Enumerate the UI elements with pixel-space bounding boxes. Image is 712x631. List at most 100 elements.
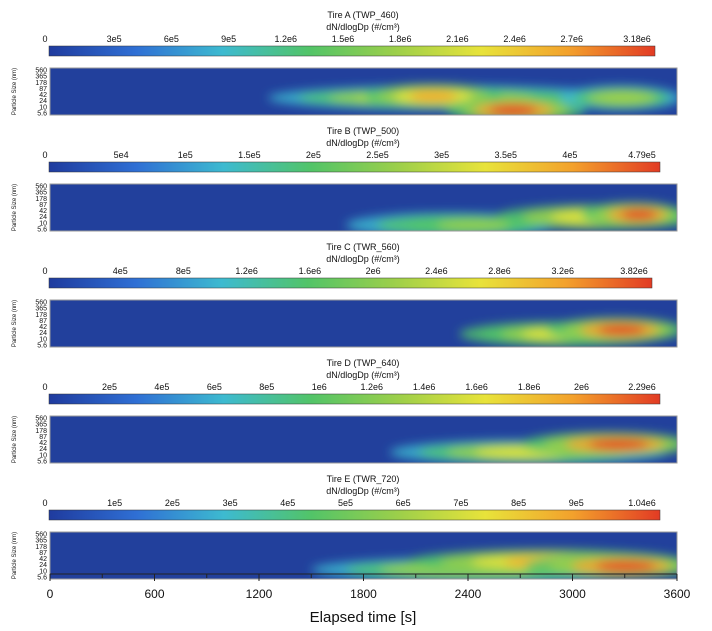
size-tick-label: 87	[39, 434, 47, 441]
colorbar-tick-label: 5e4	[114, 150, 129, 160]
colorbar-tick-label: 8e5	[259, 382, 274, 392]
colorbar-tick-label: 5e5	[338, 498, 353, 508]
heatmap-field	[346, 202, 677, 231]
size-tick-label: 560	[35, 532, 47, 539]
colorbar-tick-label: 4e5	[113, 266, 128, 276]
heatmap-frame	[49, 183, 678, 232]
size-tick-label: 10	[39, 104, 47, 111]
size-tick-label: 87	[39, 86, 47, 93]
heatmap-frame	[49, 415, 678, 464]
size-tick-label: 42	[39, 324, 47, 331]
size-tick-label: 87	[39, 550, 47, 557]
colorbar-tick-label: 1.6e6	[465, 382, 488, 392]
size-tick-label: 10	[39, 220, 47, 227]
colorbar-tick-label: 3e5	[223, 498, 238, 508]
size-tick-label: 24	[39, 562, 47, 569]
heatmap-frame	[49, 67, 678, 116]
colorbar-tick-label: 0	[42, 382, 47, 392]
panel-b: Tire B (TWP_500) dN/dlogDp (#/cm³) 0 5e4 1e5…	[12, 126, 678, 234]
colorbar-tick-label: 1.04e6	[628, 498, 656, 508]
colorbar-tick-label: 3.2e6	[552, 266, 575, 276]
time-tick-label: 1800	[350, 587, 377, 601]
colorbar	[48, 161, 661, 173]
colorbar-tick-label: 3e5	[434, 150, 449, 160]
colorbar-tick-label: 1e5	[178, 150, 193, 160]
colorbar-tick-label: 4e5	[154, 382, 169, 392]
colorbar-tick-label: 2e5	[102, 382, 117, 392]
time-tick-label: 0	[47, 587, 54, 601]
size-axis-label: Particle Size (nm)	[12, 300, 18, 347]
heatmap-blob	[602, 92, 645, 104]
size-tick-label: 178	[35, 312, 47, 319]
colorbar-tick-label: 0	[42, 266, 47, 276]
panel-e: Tire E (TWR_720) dN/dlogDp (#/cm³) 0 1e5 2e5…	[12, 474, 678, 582]
colorbar-tick-label: 8e5	[176, 266, 191, 276]
size-tick-label: 24	[39, 214, 47, 221]
colorbar-tick-label: 2.29e6	[628, 382, 656, 392]
size-tick-label: 365	[35, 306, 47, 313]
size-tick-label: 365	[35, 538, 47, 545]
elapsed-time-axis: 0 600 1200 1800 2400 3000 3600 Elapsed time [s…	[47, 573, 691, 626]
colorbar-tick-label: 0	[42, 498, 47, 508]
heatmap-field	[459, 317, 677, 347]
colorbar-tick-label: 1.6e6	[299, 266, 322, 276]
heatmap-frame	[49, 299, 678, 348]
size-tick-label: 5.6	[37, 111, 47, 118]
size-tick-label: 560	[35, 300, 47, 307]
heatmap-blob	[408, 90, 458, 102]
panel-title: Tire A (TWP_460)	[327, 10, 398, 20]
size-tick-label: 560	[35, 68, 47, 75]
colorbar	[48, 45, 656, 57]
size-tick-label: 178	[35, 428, 47, 435]
colorbar-label: dN/dlogDp (#/cm³)	[326, 22, 400, 32]
colorbar-label: dN/dlogDp (#/cm³)	[326, 138, 400, 148]
size-axis-label: Particle Size (nm)	[12, 68, 18, 115]
heatmap-blob	[588, 438, 649, 450]
size-tick-label: 10	[39, 452, 47, 459]
size-tick-label: 24	[39, 98, 47, 105]
colorbar	[48, 393, 661, 405]
size-axis-label: Particle Size (nm)	[12, 184, 18, 231]
heatmap-blob	[595, 560, 657, 572]
size-tick-label: 560	[35, 416, 47, 423]
colorbar-tick-label: 8e5	[511, 498, 526, 508]
time-tick-label: 3000	[559, 587, 586, 601]
colorbar-tick-label: 3.18e6	[623, 34, 651, 44]
size-tick-label: 178	[35, 544, 47, 551]
colorbar-tick-label: 2.7e6	[561, 34, 584, 44]
size-tick-label: 42	[39, 556, 47, 563]
size-tick-label: 42	[39, 440, 47, 447]
colorbar-tick-label: 1.5e5	[238, 150, 261, 160]
colorbar-tick-label: 4e5	[562, 150, 577, 160]
heatmap-field	[267, 83, 677, 115]
colorbar-tick-label: 2e5	[165, 498, 180, 508]
size-tick-label: 5.6	[37, 227, 47, 234]
size-axis-label: Particle Size (nm)	[12, 532, 18, 579]
colorbar-tick-label: 2.4e6	[425, 266, 448, 276]
colorbar-tick-label: 9e5	[569, 498, 584, 508]
colorbar-tick-label: 4e5	[280, 498, 295, 508]
size-tick-label: 178	[35, 80, 47, 87]
size-tick-label: 365	[35, 190, 47, 197]
colorbar-tick-label: 1.8e6	[518, 382, 541, 392]
time-tick-label: 1200	[246, 587, 273, 601]
size-tick-label: 5.6	[37, 343, 47, 350]
colorbar-tick-label: 1.5e6	[332, 34, 355, 44]
colorbar-tick-label: 1.2e6	[360, 382, 383, 392]
colorbar-tick-label: 1e6	[312, 382, 327, 392]
colorbar-tick-label: 1e5	[107, 498, 122, 508]
colorbar	[48, 509, 661, 521]
colorbar	[48, 277, 653, 289]
heatmap-blob	[436, 219, 510, 231]
time-axis-ticks: 0 600 1200 1800 2400 3000 3600	[47, 574, 691, 601]
size-tick-label: 365	[35, 74, 47, 81]
time-axis-label: Elapsed time [s]	[310, 609, 417, 626]
size-tick-label: 560	[35, 184, 47, 191]
size-tick-label: 87	[39, 202, 47, 209]
colorbar-tick-label: 3.5e5	[495, 150, 518, 160]
size-tick-label: 42	[39, 208, 47, 215]
heatmap-field	[389, 431, 677, 463]
colorbar-label: dN/dlogDp (#/cm³)	[326, 254, 400, 264]
size-tick-label: 178	[35, 196, 47, 203]
